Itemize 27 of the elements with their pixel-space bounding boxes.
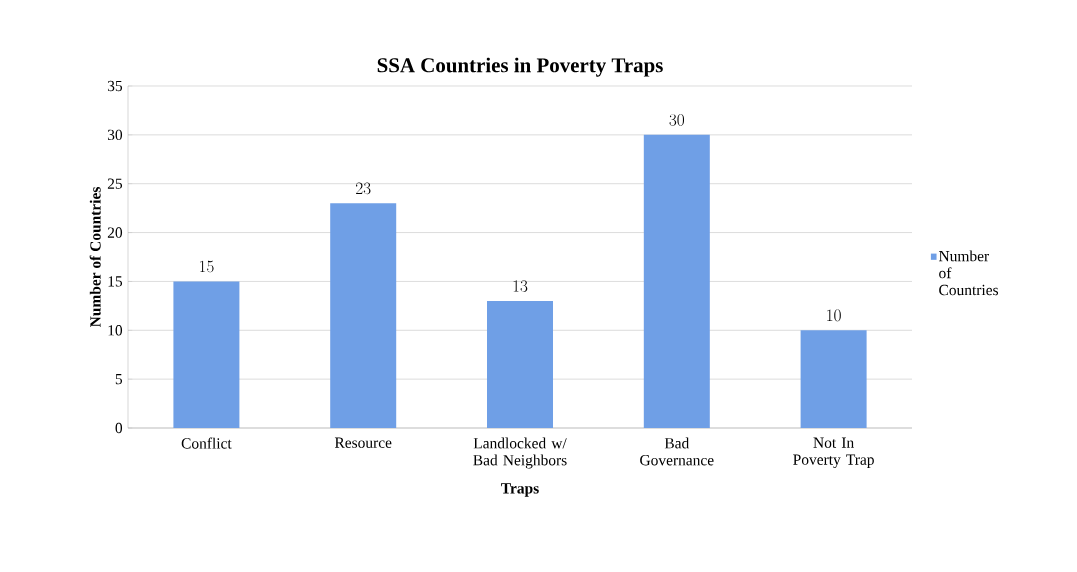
y-tick-label: 5 [115, 374, 123, 385]
bar [173, 281, 240, 428]
data-label: 30 [669, 114, 685, 126]
bar [487, 300, 553, 428]
x-tick-label: Resource [334, 437, 392, 448]
x-tick-label: Not In Poverty Trap [793, 437, 874, 468]
x-tick-label: Bad Governance [640, 437, 714, 466]
bar [643, 134, 710, 428]
y-tick-label: 35 [107, 80, 123, 92]
data-label: 13 [513, 280, 528, 292]
x-tick-label: Conflict [181, 437, 232, 449]
y-tick-label: 25 [107, 178, 123, 189]
chart-title: SSA Countries in Poverty Traps [377, 57, 663, 77]
y-tick-label: 30 [107, 129, 123, 141]
data-label: 23 [356, 182, 371, 195]
data-label: 15 [200, 260, 214, 273]
bar [330, 203, 397, 428]
y-tick-label: 20 [107, 227, 123, 238]
y-axis-title: Number of Countries [89, 187, 101, 328]
data-label: 10 [827, 309, 841, 322]
y-tick-label: 10 [108, 325, 123, 336]
legend-label: Number of Countries [938, 250, 999, 296]
x-tick-label: Landlocked w/ Bad Neighbors [473, 437, 567, 469]
bar [800, 330, 867, 428]
y-tick-label: 0 [115, 422, 123, 434]
y-tick-label: 15 [108, 276, 123, 287]
x-axis-title: Traps [501, 483, 539, 497]
